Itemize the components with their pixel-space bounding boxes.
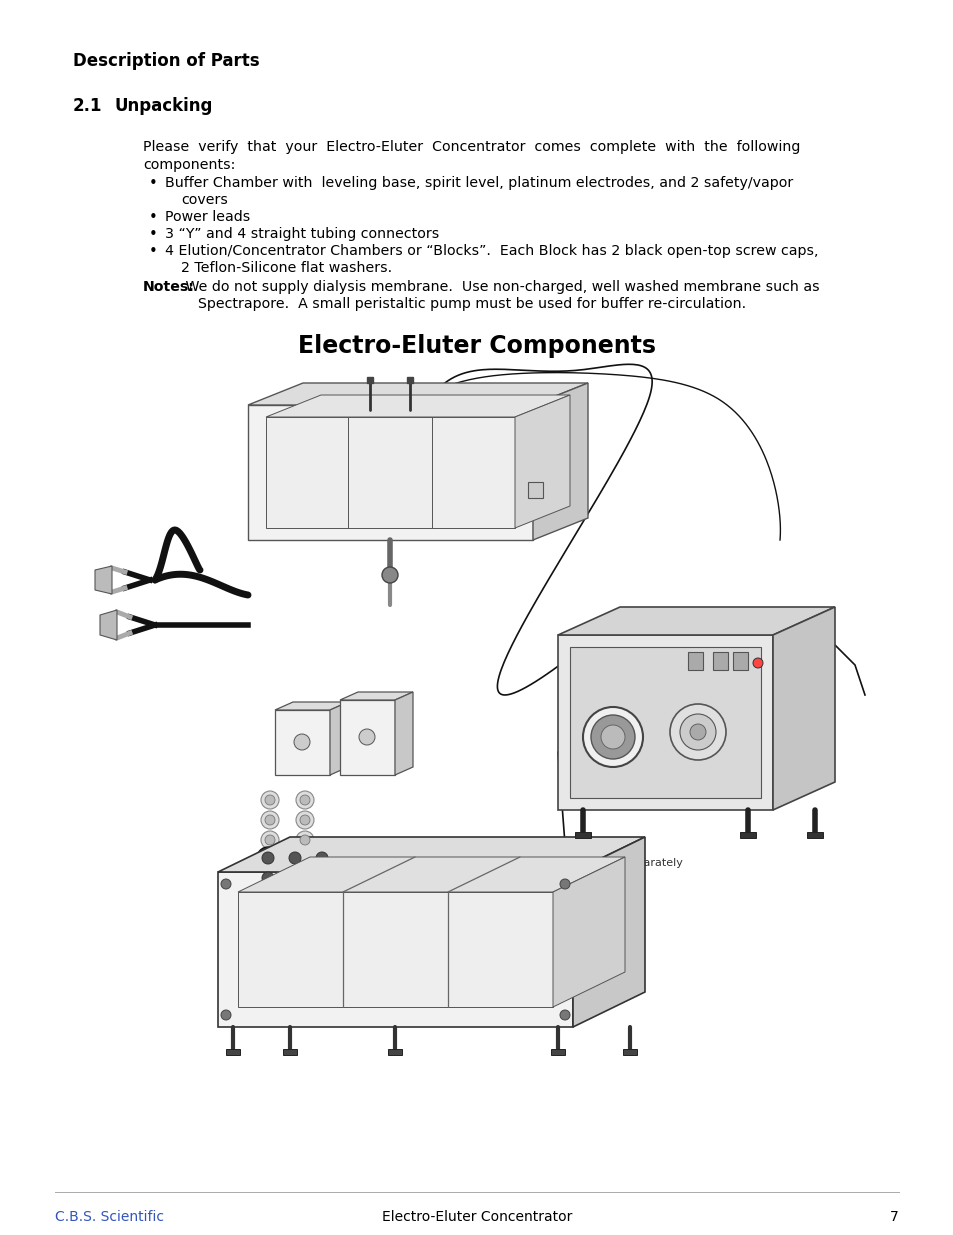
Polygon shape xyxy=(806,832,822,839)
Polygon shape xyxy=(226,1049,240,1055)
Text: Power leads: Power leads xyxy=(165,210,250,224)
Polygon shape xyxy=(100,610,117,640)
Polygon shape xyxy=(551,1049,564,1055)
Polygon shape xyxy=(266,395,569,417)
Circle shape xyxy=(284,847,306,869)
Circle shape xyxy=(752,658,762,668)
Text: •: • xyxy=(149,245,157,259)
Polygon shape xyxy=(395,692,413,776)
Circle shape xyxy=(265,795,274,805)
Circle shape xyxy=(262,872,274,884)
Polygon shape xyxy=(533,383,587,540)
Circle shape xyxy=(221,879,231,889)
Circle shape xyxy=(265,815,274,825)
Circle shape xyxy=(315,852,328,864)
Circle shape xyxy=(311,847,333,869)
Polygon shape xyxy=(575,832,590,839)
Circle shape xyxy=(679,714,716,750)
Polygon shape xyxy=(248,383,587,405)
Polygon shape xyxy=(740,832,755,839)
Polygon shape xyxy=(95,566,112,594)
Polygon shape xyxy=(237,857,624,892)
Circle shape xyxy=(295,811,314,829)
Polygon shape xyxy=(569,647,760,798)
Text: 2.1: 2.1 xyxy=(73,98,102,115)
Circle shape xyxy=(358,729,375,745)
Polygon shape xyxy=(553,857,624,1007)
Text: We do not supply dialysis membrane.  Use non-charged, well washed membrane such : We do not supply dialysis membrane. Use … xyxy=(181,280,819,294)
Text: Unpacking: Unpacking xyxy=(115,98,213,115)
Circle shape xyxy=(582,706,642,767)
Circle shape xyxy=(689,724,705,740)
Text: Description of Parts: Description of Parts xyxy=(73,52,259,70)
Polygon shape xyxy=(573,837,644,1028)
Circle shape xyxy=(294,734,310,750)
Text: •: • xyxy=(149,177,157,191)
Polygon shape xyxy=(622,1049,637,1055)
Text: C.B.S. Scientific: C.B.S. Scientific xyxy=(55,1210,164,1224)
Polygon shape xyxy=(527,482,542,498)
Polygon shape xyxy=(515,395,569,529)
Polygon shape xyxy=(330,701,348,776)
Text: Electro-Eluter Concentrator: Electro-Eluter Concentrator xyxy=(381,1210,572,1224)
Circle shape xyxy=(559,879,569,889)
Circle shape xyxy=(261,811,278,829)
Circle shape xyxy=(295,790,314,809)
Circle shape xyxy=(289,852,301,864)
Bar xyxy=(687,652,702,671)
Circle shape xyxy=(262,852,274,864)
Bar xyxy=(712,652,727,671)
Polygon shape xyxy=(283,1049,296,1055)
Circle shape xyxy=(381,567,397,583)
Text: Electro-Eluter Components: Electro-Eluter Components xyxy=(297,333,656,358)
Circle shape xyxy=(559,1010,569,1020)
Text: Notes:: Notes: xyxy=(143,280,194,294)
Circle shape xyxy=(299,795,310,805)
Polygon shape xyxy=(274,710,330,776)
Circle shape xyxy=(256,867,278,889)
Circle shape xyxy=(295,831,314,848)
Circle shape xyxy=(265,835,274,845)
Text: •: • xyxy=(149,210,157,225)
Text: 7: 7 xyxy=(889,1210,898,1224)
Polygon shape xyxy=(266,417,515,529)
Polygon shape xyxy=(772,606,834,810)
Bar xyxy=(732,652,747,671)
Circle shape xyxy=(299,835,310,845)
Circle shape xyxy=(669,704,725,760)
Text: covers: covers xyxy=(181,193,228,207)
Circle shape xyxy=(221,1010,231,1020)
Text: 2 Teflon-Silicone flat washers.: 2 Teflon-Silicone flat washers. xyxy=(181,261,392,275)
Circle shape xyxy=(261,790,278,809)
Polygon shape xyxy=(237,892,553,1007)
Circle shape xyxy=(261,831,278,848)
Polygon shape xyxy=(388,1049,401,1055)
Polygon shape xyxy=(248,405,533,540)
Circle shape xyxy=(590,715,635,760)
Text: components:: components: xyxy=(143,158,235,172)
Polygon shape xyxy=(339,700,395,776)
Polygon shape xyxy=(218,837,644,872)
Polygon shape xyxy=(274,701,348,710)
Polygon shape xyxy=(558,635,772,810)
Circle shape xyxy=(600,725,624,748)
Polygon shape xyxy=(339,692,413,700)
Text: Please  verify  that  your  Electro-Eluter  Concentrator  comes  complete  with : Please verify that your Electro-Eluter C… xyxy=(143,140,800,154)
Text: Spectrapore.  A small peristaltic pump must be used for buffer re-circulation.: Spectrapore. A small peristaltic pump mu… xyxy=(198,296,745,311)
Text: Pump must be: Pump must be xyxy=(561,845,641,855)
Text: purchased separately: purchased separately xyxy=(561,858,682,868)
Polygon shape xyxy=(218,872,573,1028)
Circle shape xyxy=(284,867,306,889)
Circle shape xyxy=(256,847,278,869)
Circle shape xyxy=(299,815,310,825)
Circle shape xyxy=(289,872,301,884)
Text: 4 Elution/Concentrator Chambers or “Blocks”.  Each Block has 2 black open-top sc: 4 Elution/Concentrator Chambers or “Bloc… xyxy=(165,245,818,258)
Polygon shape xyxy=(558,606,834,635)
Text: Buffer Chamber with  leveling base, spirit level, platinum electrodes, and 2 saf: Buffer Chamber with leveling base, spiri… xyxy=(165,177,792,190)
Text: •: • xyxy=(149,227,157,242)
Text: 3 “Y” and 4 straight tubing connectors: 3 “Y” and 4 straight tubing connectors xyxy=(165,227,438,241)
